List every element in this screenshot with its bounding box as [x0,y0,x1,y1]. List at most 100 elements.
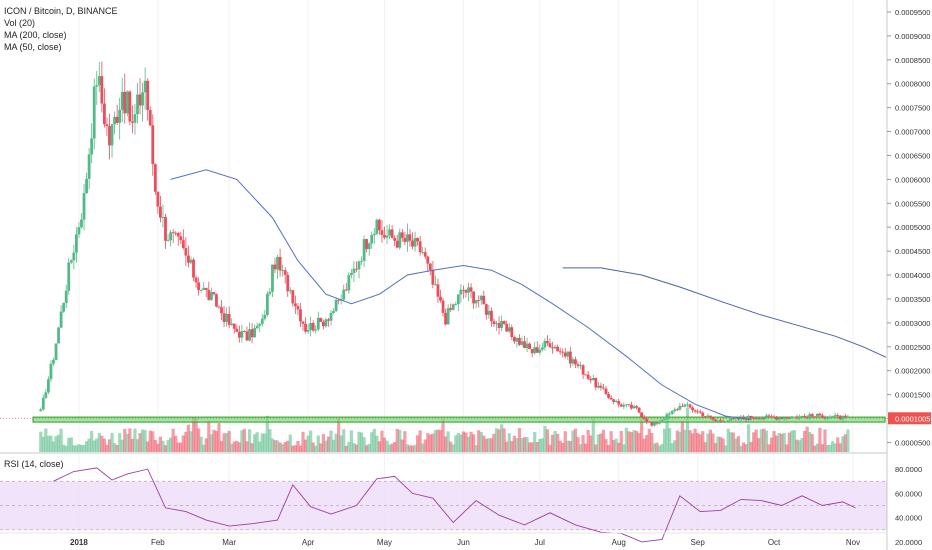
volume-bar [612,440,616,452]
price-tick-label: 0.0009500 [895,8,930,17]
volume-bar [456,433,460,452]
volume-bar [291,445,295,452]
candle-body [454,304,458,305]
volume-bar [505,441,509,452]
candle-body [255,325,259,329]
candle-body [673,409,677,411]
volume-bar [329,430,333,452]
volume-bar [184,431,188,452]
volume-bar [683,429,687,452]
candle-body [798,416,801,419]
candle-body [574,359,577,365]
ma200-indicator-label[interactable]: MA (200, close) [4,30,67,40]
volume-bar [680,420,684,452]
candle-body [431,269,435,285]
volume-bar [584,443,588,452]
candle-body [655,422,659,424]
volume-bar [708,429,713,452]
volume-bar [617,442,621,452]
volume-bar [311,442,315,452]
volume-bar [701,431,705,452]
candle-body [365,239,369,250]
candle-body [299,309,302,322]
volume-bar [645,435,649,452]
candle-body [105,124,109,127]
rsi-indicator-label[interactable]: RSI (14, close) [4,459,64,469]
price-tick-label: 0.0008000 [895,80,930,89]
volume-bar [759,429,763,452]
volume-bar [362,437,366,452]
candle-body [538,349,542,353]
price-tick-label: 0.0007500 [895,104,930,113]
candle-body [678,405,682,410]
candle-body [64,290,68,303]
volume-bar [777,432,781,452]
volume-bar [237,442,241,452]
volume-bar [533,432,537,452]
candle-body [533,347,537,354]
candle-body [747,415,750,420]
candle-body [329,312,333,321]
ma50-line [170,169,752,420]
volume-bar [665,412,669,452]
candle-body [742,417,745,419]
volume-bar [668,428,672,452]
candle-body [520,341,524,345]
volume-bar [713,442,718,452]
candle-body [411,240,414,247]
volume-bar [247,429,252,452]
volume-bar [818,427,822,452]
candle-body [179,236,183,241]
volume-bar [403,431,407,452]
candle-body [434,284,437,286]
candle-body [176,233,180,237]
volume-bar [156,443,160,452]
candle-body [362,239,366,261]
candle-body [240,331,244,338]
volume-bar [520,438,524,452]
volume-bar [711,433,715,452]
candle-body [428,263,432,270]
volume-bar [67,437,71,452]
candle-body [253,328,257,338]
volume-bar [148,430,152,452]
volume-bar [232,441,236,452]
volume-bar [436,429,440,452]
volume-bar [762,428,766,452]
volume-bar [484,438,488,452]
volume-bar [186,424,191,452]
candle-body [576,364,580,366]
candle-body [530,348,534,354]
volume-indicator-label[interactable]: Vol (20) [4,18,36,28]
volume-bar [757,438,761,452]
ma50-indicator-label[interactable]: MA (50, close) [4,42,62,52]
candle-body [686,404,689,406]
candle-body [759,418,763,420]
candle-body [197,282,201,291]
candle-body [169,232,172,241]
volume-bar [548,444,552,452]
volume-bar [235,440,239,452]
candle-body [212,292,216,295]
candle-body [265,293,269,315]
candle-body [622,405,626,407]
candle-body [171,232,175,234]
candle-body [314,329,318,331]
volume-bar [207,420,211,452]
candle-body [237,331,241,338]
volume-bar [199,436,203,452]
candle-body [174,232,178,234]
candle-body [818,413,822,416]
candle-body [120,91,124,110]
volume-bar [736,436,741,452]
candle-body [204,287,208,290]
volume-bar [443,436,448,452]
price-tick-label: 0.0009000 [895,32,930,41]
volume-bar [250,443,254,452]
candle-body [668,413,672,415]
volume-bar [143,430,147,452]
candle-body [128,91,132,122]
candle-body [230,323,234,325]
candle-body [311,323,315,331]
